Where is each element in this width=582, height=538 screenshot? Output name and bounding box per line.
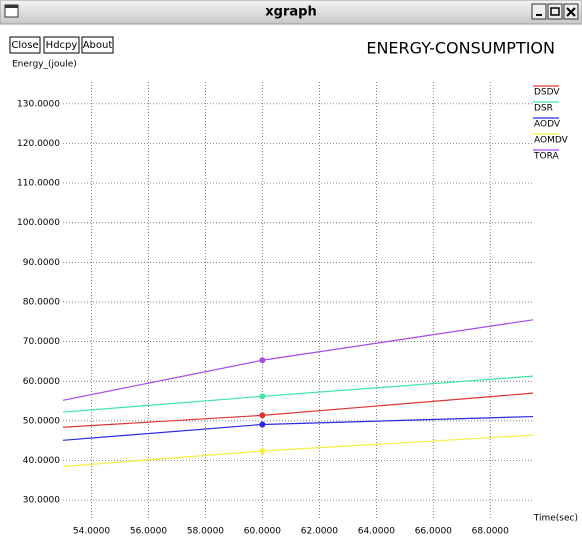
x-tick-label: 68.0000 (472, 527, 509, 537)
window-menu-icon-bar (5, 5, 18, 8)
legend-label: DSDV (534, 88, 560, 98)
y-axis-label: Energy_(joule) (12, 60, 77, 70)
data-point (259, 393, 266, 400)
y-tick-label: 130.0000 (17, 99, 60, 109)
y-tick-label: 60.0000 (23, 377, 60, 387)
x-tick-label: 60.0000 (244, 527, 281, 537)
title-bar (0, 0, 582, 25)
maximize-button[interactable] (547, 3, 563, 20)
button[interactable] (81, 36, 114, 54)
button[interactable] (9, 36, 41, 54)
data-point (259, 448, 266, 455)
x-tick-label: 62.0000 (301, 527, 338, 537)
y-tick-label: 50.0000 (23, 416, 60, 426)
y-tick-label: 100.0000 (17, 218, 60, 228)
toolbar: Close Hdcpy About (9, 36, 114, 54)
button[interactable] (43, 36, 80, 54)
button-label[interactable]: Hdcpy (46, 40, 78, 51)
plot-area: 30.0000 40.0000 50.0000 60.0000 70.0000 80.00… (17, 82, 569, 537)
legend-label: DSR (534, 104, 553, 114)
x-tick-label: 64.0000 (358, 527, 395, 537)
x-axis-label: Time(sec) (533, 514, 578, 524)
minimize-button[interactable] (531, 3, 547, 20)
chart-title: ENERGY-CONSUMPTION (366, 39, 555, 58)
y-tick-label: 80.0000 (23, 297, 60, 307)
window-controls (531, 3, 579, 20)
y-tick-label: 110.0000 (17, 179, 60, 189)
button-label[interactable]: About (83, 40, 113, 51)
legend-label: AODV (534, 120, 561, 130)
data-point (259, 357, 266, 364)
window-title: xgraph (265, 5, 316, 20)
y-tick-label: 70.0000 (23, 337, 60, 347)
data-point (259, 412, 266, 419)
y-tick-label: 90.0000 (23, 258, 60, 268)
y-tick-label: 120.0000 (17, 139, 60, 149)
y-tick-label: 30.0000 (23, 496, 60, 506)
x-tick-label: 58.0000 (187, 527, 224, 537)
button-label[interactable]: Close (11, 40, 38, 51)
x-tick-label: 54.0000 (73, 527, 110, 537)
x-tick-label: 56.0000 (130, 527, 167, 537)
maximize-glyph (550, 7, 560, 16)
legend-label: TORA (533, 152, 559, 162)
y-tick-label: 40.0000 (23, 456, 60, 466)
legend-label: AOMDV (534, 136, 569, 146)
x-tick-label: 66.0000 (415, 527, 452, 537)
data-point (259, 421, 266, 428)
close-glyph (566, 7, 576, 17)
